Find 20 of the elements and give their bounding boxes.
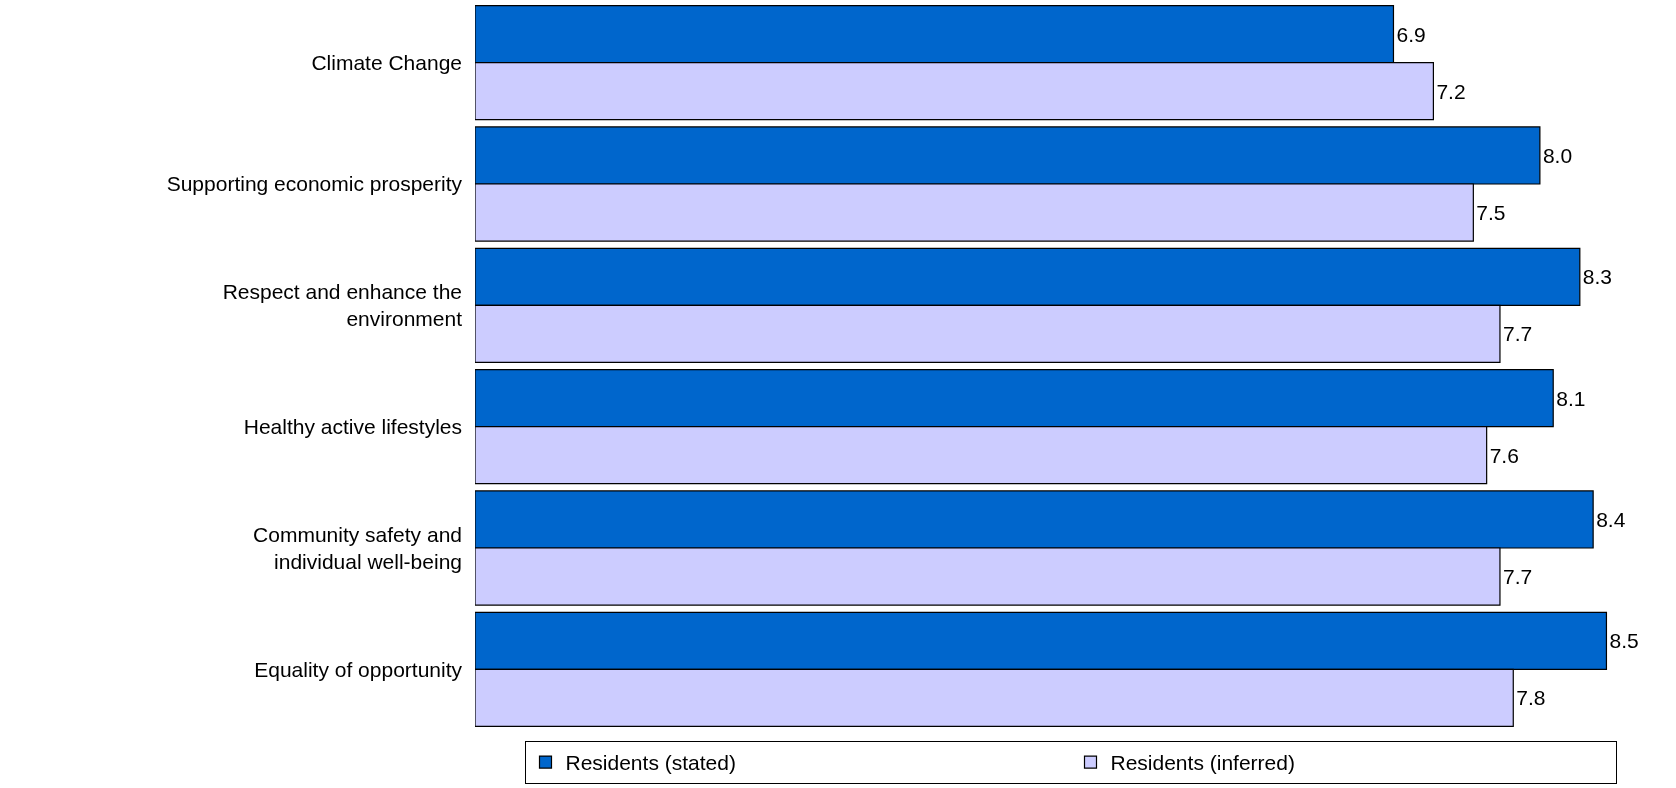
y-tick-label: Equality of opportunity [254,657,463,681]
legend-label: Residents (stated) [565,751,736,775]
y-tick-label: Healthy active lifestyles [243,415,462,439]
data-label: 7.7 [1502,322,1533,346]
data-label: 6.9 [1396,22,1426,46]
y-tick-label: Supporting economic prosperity [166,172,463,196]
data-label: 8.1 [1556,386,1586,410]
data-label: 8.0 [1542,143,1573,167]
data-label: 7.5 [1476,201,1506,225]
y-tick-label: Community safety and individual well-being [253,522,462,573]
legend-label: Residents (inferred) [1110,751,1295,775]
data-label: 8.4 [1596,507,1626,531]
data-label: 8.5 [1609,629,1639,653]
data-label: 7.8 [1516,686,1546,710]
y-tick-label: Climate Change [311,51,462,75]
data-label: 7.7 [1502,565,1533,589]
y-tick-label: Respect and enhance the environment [222,280,463,331]
data-label: 8.3 [1582,265,1613,289]
data-label: 7.2 [1436,79,1466,103]
data-label: 7.6 [1489,443,1519,467]
